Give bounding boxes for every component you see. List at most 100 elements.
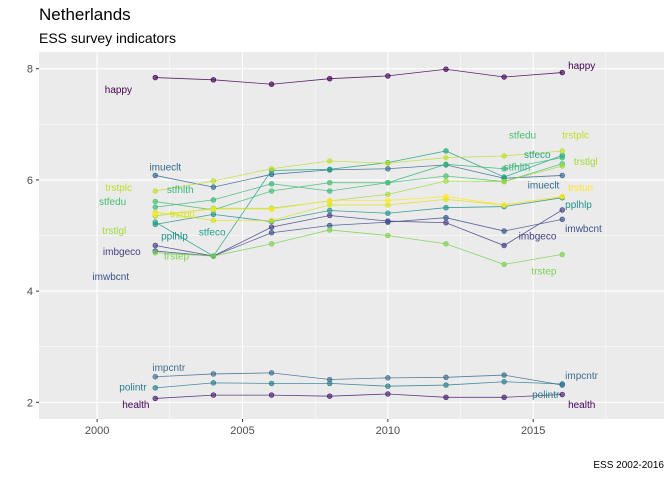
series-label: stfeco — [199, 228, 226, 239]
x-tick-label: 2015 — [521, 425, 545, 437]
data-point — [152, 242, 158, 249]
data-point — [559, 148, 565, 154]
series-line — [155, 372, 563, 386]
series-line — [155, 381, 563, 389]
data-point — [501, 261, 507, 268]
data-point — [152, 219, 158, 225]
series-line — [155, 196, 563, 215]
series-line — [155, 164, 563, 188]
series-label: trstep — [531, 267, 556, 278]
data-point — [385, 179, 391, 186]
y-tick-label: 2 — [27, 397, 33, 409]
series-label: stfhlth — [504, 163, 531, 174]
data-point — [385, 391, 391, 397]
data-point — [443, 161, 449, 168]
data-point — [326, 222, 333, 229]
data-point — [501, 228, 507, 234]
series-label: polintr — [532, 390, 560, 401]
data-point — [443, 204, 449, 211]
series-label: trstep — [164, 252, 189, 263]
data-point — [152, 74, 158, 81]
data-point — [559, 172, 565, 179]
data-point — [210, 206, 217, 213]
data-point — [501, 166, 507, 172]
data-point — [326, 207, 333, 214]
data-point — [501, 379, 507, 385]
series-label: impcntr — [565, 371, 598, 382]
series-label: imbgeco — [519, 232, 557, 243]
series-label: trstun — [568, 183, 593, 194]
y-tick-label: 4 — [27, 286, 33, 298]
data-point — [501, 174, 507, 180]
data-point — [501, 372, 507, 378]
data-point — [268, 380, 275, 387]
data-point — [210, 217, 217, 224]
x-tick-label: 2000 — [85, 425, 109, 437]
data-point — [268, 181, 275, 187]
data-point — [559, 193, 565, 200]
data-point — [268, 166, 275, 172]
series-line — [155, 163, 563, 211]
data-point — [385, 375, 391, 381]
data-point — [152, 385, 158, 391]
data-point — [268, 81, 275, 87]
series-label: imwbcnt — [92, 272, 129, 283]
data-point — [385, 383, 391, 389]
data-point — [152, 211, 158, 218]
data-point — [326, 75, 333, 82]
data-point — [385, 202, 391, 208]
data-point — [559, 251, 565, 258]
data-point — [210, 371, 217, 377]
data-point — [326, 202, 333, 208]
data-point — [326, 179, 333, 186]
data-point — [385, 197, 391, 204]
series-label: trstplc — [105, 183, 132, 194]
data-point — [268, 206, 275, 213]
data-point — [443, 178, 449, 184]
series-label: trstprl — [170, 209, 195, 220]
data-point — [385, 73, 391, 79]
data-point — [443, 66, 449, 72]
data-point — [443, 241, 449, 247]
data-point — [385, 166, 391, 172]
data-point — [559, 69, 565, 76]
series-line — [155, 209, 563, 257]
series-label: happy — [105, 85, 132, 96]
data-point — [501, 74, 507, 80]
data-point — [268, 224, 275, 230]
series-line — [155, 197, 563, 225]
data-point — [559, 207, 565, 213]
data-point — [152, 374, 158, 380]
data-point — [326, 158, 333, 164]
data-point — [443, 173, 449, 179]
data-point — [501, 242, 507, 249]
data-point — [443, 193, 449, 200]
series-label: imwbcnt — [565, 224, 602, 235]
data-point — [210, 392, 217, 398]
data-point — [443, 394, 449, 401]
series-line — [155, 157, 563, 208]
data-point — [268, 370, 275, 376]
series-label: trstplc — [562, 130, 589, 141]
series-label: stfedu — [99, 197, 126, 208]
series-label: health — [122, 400, 149, 411]
data-point — [152, 250, 158, 256]
series-label: imueclt — [528, 180, 560, 191]
data-point — [326, 393, 333, 399]
data-point — [326, 212, 333, 219]
y-tick-label: 8 — [27, 64, 33, 76]
data-point — [268, 230, 275, 236]
y-tick-label: 6 — [27, 175, 33, 187]
data-point — [559, 216, 565, 223]
series-label: stfeco — [524, 150, 551, 161]
chart-subtitle: ESS survey indicators — [39, 30, 176, 46]
data-point — [210, 380, 217, 386]
data-point — [210, 197, 217, 203]
series-line — [155, 150, 563, 192]
data-point — [385, 210, 391, 216]
data-point — [210, 253, 217, 259]
x-tick-label: 2005 — [230, 425, 254, 437]
series-label: health — [568, 400, 595, 411]
data-point — [443, 382, 449, 388]
